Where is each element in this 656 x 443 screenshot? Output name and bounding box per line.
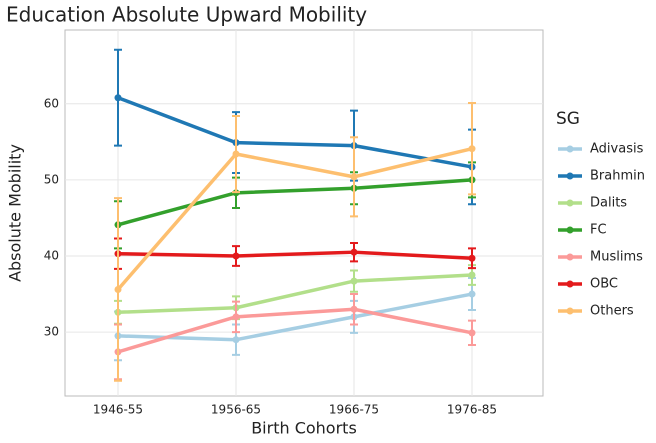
series-line bbox=[117, 292, 473, 342]
point bbox=[468, 145, 476, 153]
legend-label: Brahmin bbox=[590, 169, 645, 184]
y-tick-label: 30 bbox=[44, 325, 59, 339]
point bbox=[468, 254, 476, 262]
legend-key-point bbox=[566, 145, 574, 153]
point bbox=[232, 252, 240, 260]
point bbox=[114, 285, 122, 293]
legend-key-point bbox=[566, 307, 574, 315]
legend-key-point bbox=[566, 253, 574, 261]
series-line bbox=[117, 96, 473, 169]
series-line bbox=[117, 273, 473, 315]
series-line bbox=[117, 178, 473, 227]
y-axis-label: Absolute Mobility bbox=[6, 144, 25, 282]
point bbox=[468, 329, 476, 337]
legend-title: SG bbox=[556, 109, 580, 129]
y-tick-label: 50 bbox=[44, 172, 59, 186]
point bbox=[350, 248, 358, 256]
point bbox=[468, 271, 476, 279]
legend-key-point bbox=[566, 172, 574, 180]
series-line bbox=[117, 307, 473, 354]
legend-label: Muslims bbox=[590, 250, 643, 265]
y-tick-label: 40 bbox=[44, 248, 59, 262]
series-line bbox=[116, 147, 473, 291]
y-tick-label: 60 bbox=[44, 96, 59, 110]
point bbox=[232, 336, 240, 344]
legend-label: Adivasis bbox=[590, 142, 644, 157]
point bbox=[350, 305, 358, 313]
chart-title: Education Absolute Upward Mobility bbox=[6, 3, 367, 27]
point bbox=[232, 150, 240, 158]
legend-label: FC bbox=[590, 223, 607, 238]
point bbox=[350, 173, 358, 181]
legend-label: Dalits bbox=[590, 196, 627, 211]
legend-label: Others bbox=[590, 304, 634, 319]
x-tick-label: 1956-65 bbox=[211, 403, 261, 417]
x-tick-label: 1946-55 bbox=[93, 403, 143, 417]
point bbox=[468, 290, 476, 298]
point bbox=[114, 94, 122, 102]
x-tick-label: 1976-85 bbox=[447, 403, 497, 417]
legend-key-point bbox=[566, 226, 574, 234]
point bbox=[350, 277, 358, 285]
legend-label: OBC bbox=[590, 277, 618, 292]
legend-key-point bbox=[566, 199, 574, 207]
x-axis-label: Birth Cohorts bbox=[251, 419, 357, 438]
legend-key-point bbox=[566, 280, 574, 288]
series-line bbox=[117, 250, 473, 261]
x-tick-label: 1966-75 bbox=[329, 403, 379, 417]
point bbox=[232, 313, 240, 321]
